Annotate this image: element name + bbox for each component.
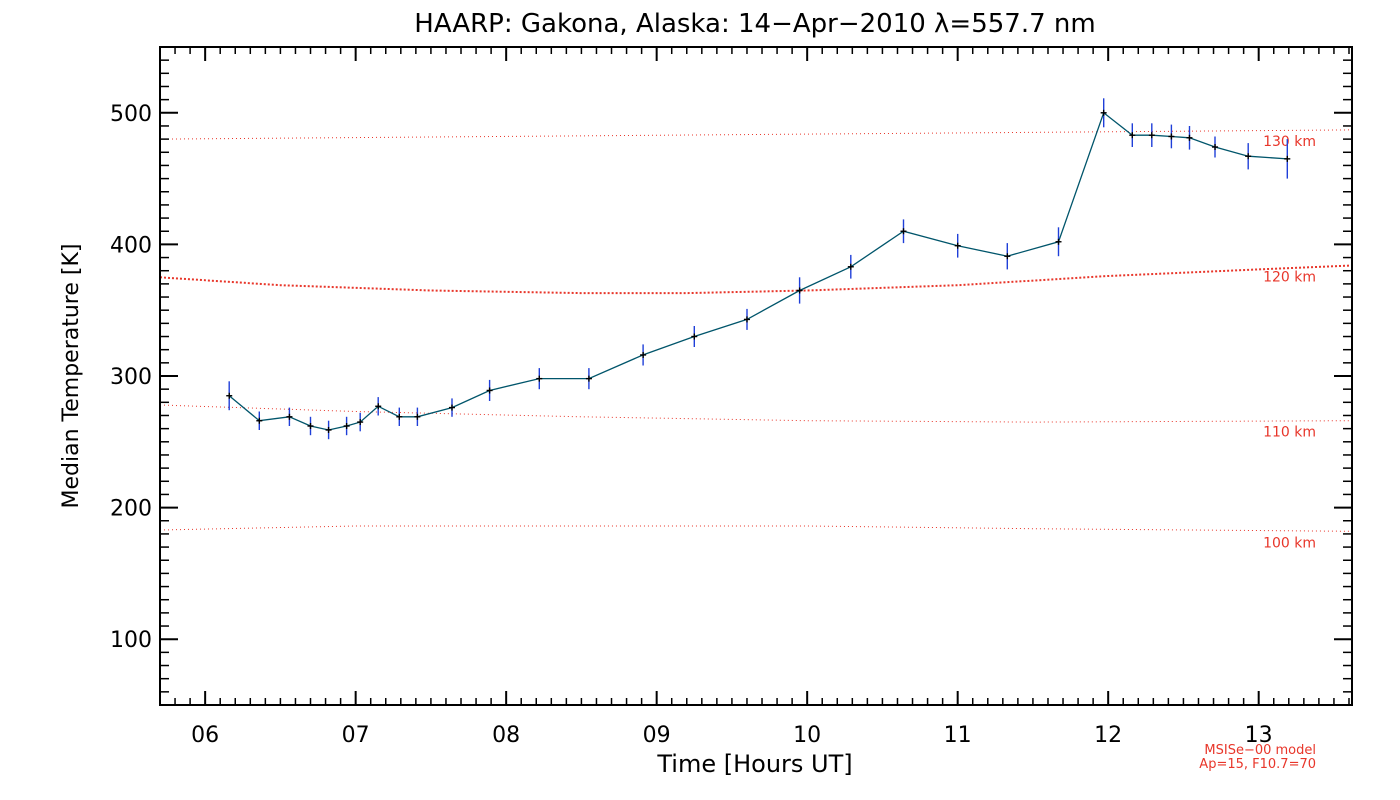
data-point: [1055, 238, 1062, 245]
data-point: [1129, 132, 1136, 139]
y-tick-label: 200: [110, 497, 152, 522]
y-axis-label: Median Temperature [K]: [59, 244, 84, 509]
data-point: [847, 263, 854, 270]
data-point: [900, 228, 907, 235]
x-tick-label: 10: [793, 723, 821, 748]
data-point: [375, 403, 382, 410]
data-point: [796, 287, 803, 294]
chart-title: HAARP: Gakona, Alaska: 14−Apr−2010 λ=557…: [414, 9, 1095, 39]
data-point: [1004, 253, 1011, 260]
model-curve-label-100-km: 100 km: [1263, 535, 1316, 551]
x-axis-label: Time [Hours UT]: [656, 750, 852, 778]
data-point: [343, 423, 350, 430]
data-point: [325, 426, 332, 433]
model-curve-120-km: [159, 264, 1353, 295]
data-point: [1148, 132, 1155, 139]
model-note-line-2: Ap=15, F10.7=70: [1199, 757, 1316, 772]
y-tick-label: 400: [110, 233, 152, 258]
plot-area: 130 km 120 km 110 km 100 km: [159, 98, 1353, 551]
data-point: [954, 242, 961, 249]
x-tick-label: 07: [342, 723, 370, 748]
data-point: [414, 413, 421, 420]
data-point: [286, 413, 293, 420]
data-point: [448, 404, 455, 411]
data-point: [256, 417, 263, 424]
data-point: [1168, 133, 1175, 140]
data-point: [691, 333, 698, 340]
data-point: [226, 392, 233, 399]
data-point: [536, 375, 543, 382]
data-point: [396, 413, 403, 420]
data-point: [1245, 153, 1252, 160]
model-curve-label-130-km: 130 km: [1263, 134, 1316, 150]
model-curve-130-km: [159, 129, 1353, 140]
model-note-line-1: MSISe−00 model: [1204, 743, 1316, 758]
y-tick-label: 500: [110, 102, 152, 127]
data-point: [307, 423, 314, 430]
data-point: [1186, 134, 1193, 141]
x-tick-label: 12: [1094, 723, 1122, 748]
model-curve-label-110-km: 110 km: [1263, 425, 1316, 441]
data-point: [486, 387, 493, 394]
data-point: [640, 351, 647, 358]
y-tick-label: 100: [110, 628, 152, 653]
data-point: [585, 375, 592, 382]
axes: 06 07 08 09 10 11 12 13 100 200 300 400 500: [110, 47, 1352, 748]
x-tick-label: 11: [944, 723, 972, 748]
x-tick-label: 08: [492, 723, 520, 748]
data-point: [1284, 155, 1291, 162]
y-tick-label: 300: [110, 365, 152, 390]
x-tick-label: 09: [643, 723, 671, 748]
data-point: [1100, 109, 1107, 116]
data-point: [1212, 144, 1219, 151]
x-tick-label: 13: [1245, 723, 1273, 748]
model-curve-label-120-km: 120 km: [1263, 270, 1316, 286]
x-tick-label: 06: [191, 723, 219, 748]
data-point: [357, 419, 364, 426]
data-point: [743, 316, 750, 323]
